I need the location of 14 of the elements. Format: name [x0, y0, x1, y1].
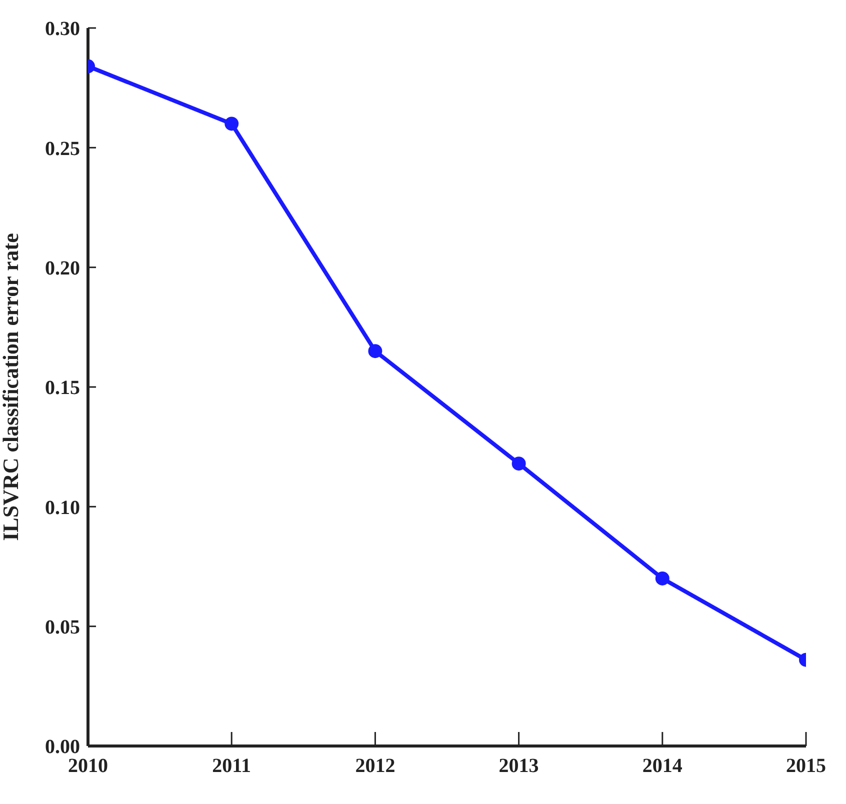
y-tick-label: 0.15 — [45, 377, 80, 400]
y-tick-label: 0.25 — [45, 138, 80, 160]
y-tick-label: 0.05 — [45, 616, 80, 638]
y-axis-title: ILSVRC classification error rate — [0, 232, 23, 541]
y-tick-label: 0.10 — [45, 496, 80, 519]
y-tick-label: 0.30 — [45, 18, 80, 40]
x-tick-label: 2014 — [642, 755, 682, 778]
x-tick-label: 2011 — [212, 755, 252, 778]
y-tick-label: 0.20 — [45, 257, 80, 280]
point — [368, 344, 382, 358]
point — [512, 456, 526, 471]
x-tick-label: 2015 — [786, 755, 826, 778]
x-tick-label: 2012 — [355, 755, 396, 778]
x-tick-label: 2013 — [498, 755, 539, 778]
